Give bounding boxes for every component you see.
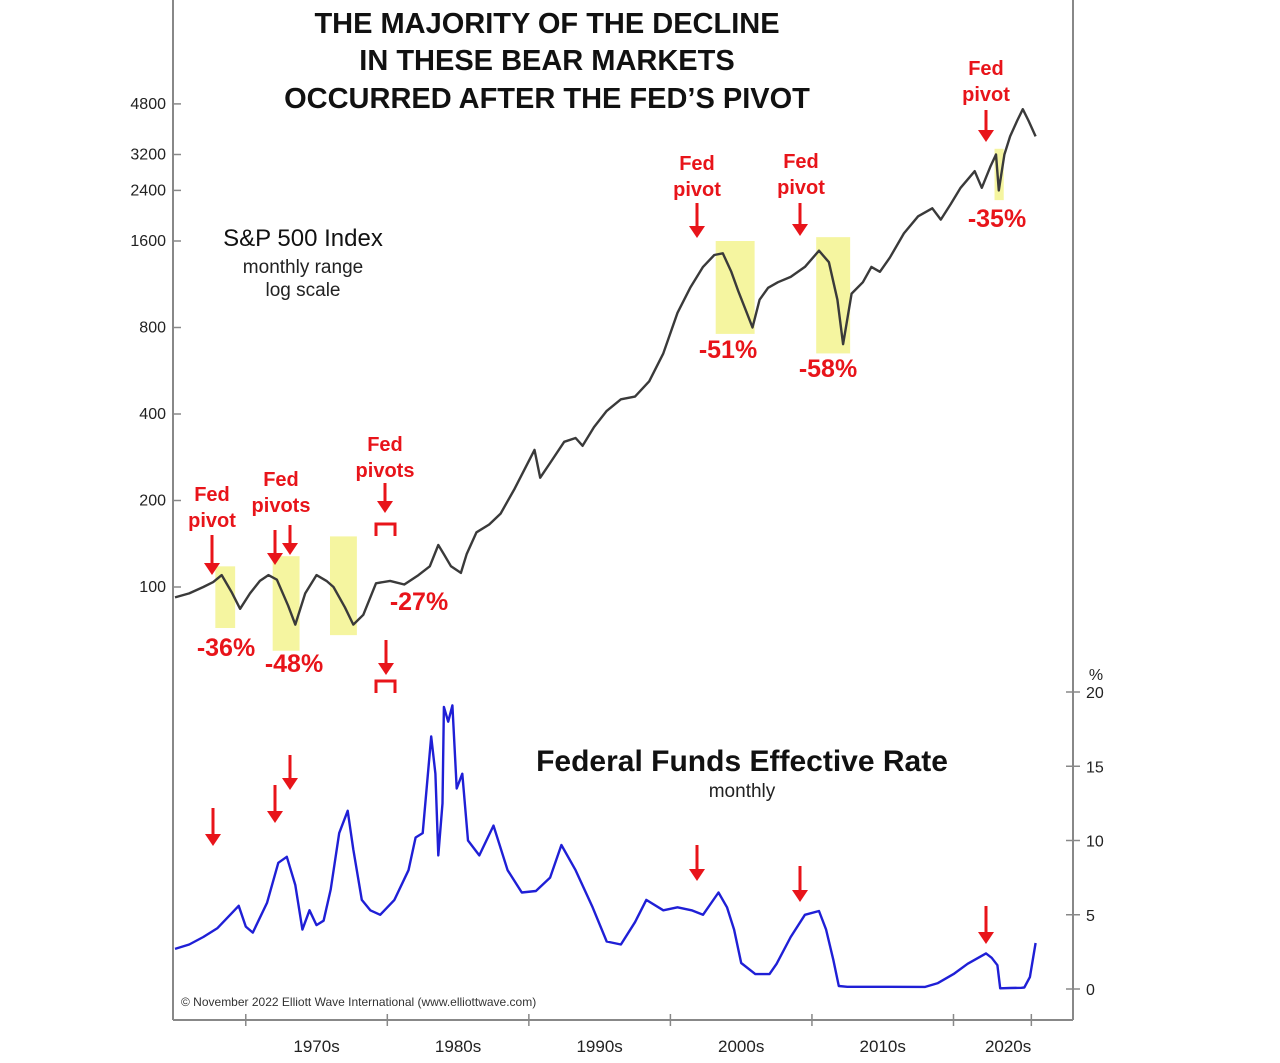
chart-title-line-3: OCCURRED AFTER THE FED’S PIVOT xyxy=(284,83,810,115)
sp500-tick-label-100: 100 xyxy=(139,579,166,596)
sp-arrow-2a xyxy=(267,553,283,565)
annotation-1-label-line1: Fed xyxy=(194,484,230,506)
rate-tick-label-10: 10 xyxy=(1086,834,1104,851)
annotation-6-label-line1: Fed xyxy=(968,58,1004,80)
sp500-subtitle-scale: log scale xyxy=(266,280,341,301)
annotation-4-label-line2: pivot xyxy=(673,179,721,201)
highlight-box-1 xyxy=(215,566,236,628)
sp500-tick-label-800: 800 xyxy=(139,320,166,337)
annotation-1-decline-pct: -36% xyxy=(197,634,255,662)
sp-bracket-3 xyxy=(374,522,397,536)
rate-y-axis: 0 5 10 15 20 xyxy=(1066,685,1104,999)
rate-arrow-3 xyxy=(378,663,394,675)
sp-arrow-1 xyxy=(204,563,220,575)
annotation-3-label-line2: pivots xyxy=(356,460,415,482)
annotation-2-label-line1: Fed xyxy=(263,469,299,491)
annotation-2-label-line2: pivots xyxy=(252,495,311,517)
sp500-tick-label-200: 200 xyxy=(139,493,166,510)
annotation-1-label-line2: pivot xyxy=(188,510,236,532)
x-tick-label-1980s: 1980s xyxy=(435,1037,481,1056)
sp500-y-axis: 100 200 400 800 1600 2400 3200 4800 xyxy=(130,96,181,596)
rate-arrow-5 xyxy=(792,890,808,902)
highlight-box-6 xyxy=(994,148,1004,201)
annotation-5-label-line1: Fed xyxy=(783,151,819,173)
annotation-6-label-line2: pivot xyxy=(962,84,1010,106)
rate-tick-label-20: 20 xyxy=(1086,685,1104,702)
rate-arrow-6 xyxy=(978,932,994,944)
rate-arrow-2a xyxy=(267,811,283,823)
sp500-subtitle-range: monthly range xyxy=(243,257,363,278)
x-tick-label-1990s: 1990s xyxy=(576,1037,622,1056)
sp-arrow-3 xyxy=(377,501,393,513)
x-tick-label-2020s: 2020s xyxy=(985,1037,1031,1056)
annotation-5-label-line2: pivot xyxy=(777,177,825,199)
annotation-3-label-line1: Fed xyxy=(367,434,403,456)
x-tick-label-1970s: 1970s xyxy=(293,1037,339,1056)
x-axis: 1970s 1980s 1990s 2000s 2010s 2020s xyxy=(245,1014,1033,1056)
sp500-tick-label-1600: 1600 xyxy=(130,233,166,250)
annotation-4-decline-pct: -51% xyxy=(699,336,757,364)
rate-tick-label-0: 0 xyxy=(1086,982,1095,999)
rate-bracket-3 xyxy=(374,679,397,693)
chart-title-line-1: THE MAJORITY OF THE DECLINE xyxy=(314,8,779,40)
annotation-5-decline-pct: -58% xyxy=(799,355,857,383)
sp500-tick-label-3200: 3200 xyxy=(130,147,166,164)
rate-tick-label-5: 5 xyxy=(1086,908,1095,925)
sp-arrow-2b xyxy=(282,543,298,555)
rate-arrow-1 xyxy=(205,834,221,846)
fed-rate-subtitle: monthly xyxy=(709,781,776,802)
sp500-tick-label-2400: 2400 xyxy=(130,182,166,199)
fed-rate-series-label: Federal Funds Effective Rate xyxy=(536,745,948,778)
sp-arrow-6 xyxy=(978,130,994,142)
sp500-series-label: S&P 500 Index xyxy=(223,225,383,252)
annotation-3-decline-pct: -27% xyxy=(390,588,448,616)
annotation-6-decline-pct: -35% xyxy=(968,205,1026,233)
highlight-box-3 xyxy=(329,536,357,636)
annotations-layer: Fed pivot -36% Fed pivots -48% Fed pivots -27% Fe… xyxy=(188,58,1026,944)
fed-rate-line xyxy=(174,704,1037,990)
x-tick-label-2010s: 2010s xyxy=(860,1037,906,1056)
rate-tick-label-15: 15 xyxy=(1086,759,1104,776)
chart-title-line-2: IN THESE BEAR MARKETS xyxy=(359,45,734,77)
annotation-2-decline-pct: -48% xyxy=(265,650,323,678)
rate-arrow-2b xyxy=(282,778,298,790)
x-tick-label-2000s: 2000s xyxy=(718,1037,764,1056)
series-layer xyxy=(174,108,1037,990)
sp500-tick-label-400: 400 xyxy=(139,406,166,423)
sp500-line xyxy=(174,108,1037,626)
copyright-notice: © November 2022 Elliott Wave Internation… xyxy=(181,995,536,1009)
rate-unit-label: % xyxy=(1089,667,1103,684)
annotation-4-label-line1: Fed xyxy=(679,153,715,175)
rate-arrow-4 xyxy=(689,869,705,881)
sp-arrow-4 xyxy=(689,226,705,238)
sp-arrow-5 xyxy=(792,224,808,236)
sp500-tick-label-4800: 4800 xyxy=(130,96,166,113)
